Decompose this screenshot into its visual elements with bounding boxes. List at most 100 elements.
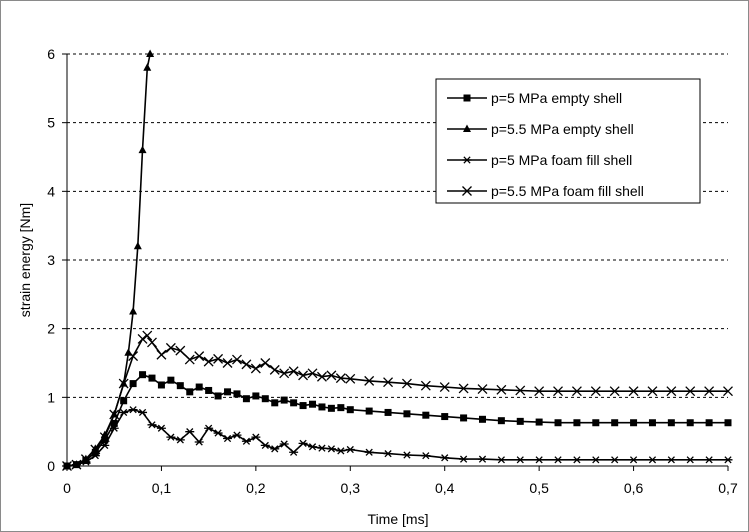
y-axis-title: strain energy [Nm] [17,203,33,317]
y-tick-label: 6 [47,46,55,62]
data-point [685,456,695,464]
data-point [401,378,412,389]
series-line [66,408,728,467]
data-point [109,424,119,432]
data-point [184,354,195,365]
data-point [553,456,563,464]
data-point [205,386,213,394]
data-point [260,358,271,368]
x-tick-label: 0,7 [718,480,738,496]
y-tick-label: 1 [47,389,55,405]
data-point [242,395,250,403]
data-point [628,386,639,397]
legend-marker [462,186,472,196]
data-point [515,456,525,464]
data-point [176,382,184,390]
y-tick-label: 4 [47,183,55,199]
data-point [317,444,327,452]
data-point [167,376,175,384]
series-line [66,373,728,467]
data-point [308,443,318,451]
data-point [478,415,486,423]
data-point [573,419,581,427]
legend-marker [463,94,471,102]
data-point [441,413,449,421]
legend-item: p=5.5 MPa foam fill shell [447,183,644,199]
data-point [421,452,431,460]
legend-item: p=5.5 MPa empty shell [447,121,634,137]
data-point [610,456,620,464]
data-point [477,455,487,463]
legend-label: p=5.5 MPa empty shell [491,121,634,137]
data-point [139,371,147,379]
data-point [336,447,346,455]
data-point [440,454,450,462]
data-point [723,456,733,464]
grid-lines [67,53,728,398]
data-point [224,388,232,396]
data-point [252,392,260,400]
series-p55-empty [63,49,155,469]
data-point [241,359,252,370]
data-point [723,386,733,397]
data-point [80,454,91,465]
data-point [647,386,658,397]
x-tick-label: 0,3 [341,480,361,496]
data-point [309,400,317,408]
data-point [166,433,176,441]
x-tick-label: 0,4 [435,480,455,496]
data-point [496,384,507,395]
legend-box [435,78,701,204]
data-point [704,386,715,397]
data-point [260,441,270,450]
data-point [129,307,138,315]
data-point [460,414,468,422]
data-point [269,364,280,375]
data-point [194,438,204,446]
data-point [459,455,469,463]
data-point [592,419,600,427]
data-point [667,419,675,427]
data-point [142,330,153,341]
data-point [534,386,545,397]
data-point [364,375,375,386]
data-point [156,349,167,360]
data-point [279,440,289,448]
data-point [337,404,345,412]
data-point [156,424,166,432]
data-point [666,386,677,397]
data-point [241,437,251,445]
data-point [118,378,129,389]
data-point [62,461,72,471]
y-tick-label: 2 [47,321,55,337]
data-point [146,49,155,57]
data-point [143,63,152,71]
legend-item: p=5 MPa empty shell [447,90,622,106]
legend: p=5 MPa empty shell p=5.5 MPa empty shell… [435,78,701,204]
legend-item: p=5 MPa foam fill shell [447,152,632,168]
data-point [100,430,109,439]
data-point [232,431,242,439]
data-point [110,419,118,427]
data-point [497,417,505,425]
data-point [203,356,214,367]
data-point [129,380,137,388]
data-point [554,419,562,427]
data-point [298,439,308,447]
legend-marker [462,156,472,164]
data-point [611,419,619,427]
data-point [119,408,129,417]
data-point [516,417,524,425]
data-point [175,345,186,356]
data-point [345,445,355,454]
data-point [109,409,120,420]
data-point [147,337,157,348]
series-line [66,334,728,467]
data-point [270,445,280,453]
data-point [647,456,657,464]
data-point [686,419,694,427]
data-point [147,421,157,429]
data-point [648,419,656,427]
data-point [553,386,563,397]
legend-label: p=5.5 MPa foam fill shell [491,183,644,199]
